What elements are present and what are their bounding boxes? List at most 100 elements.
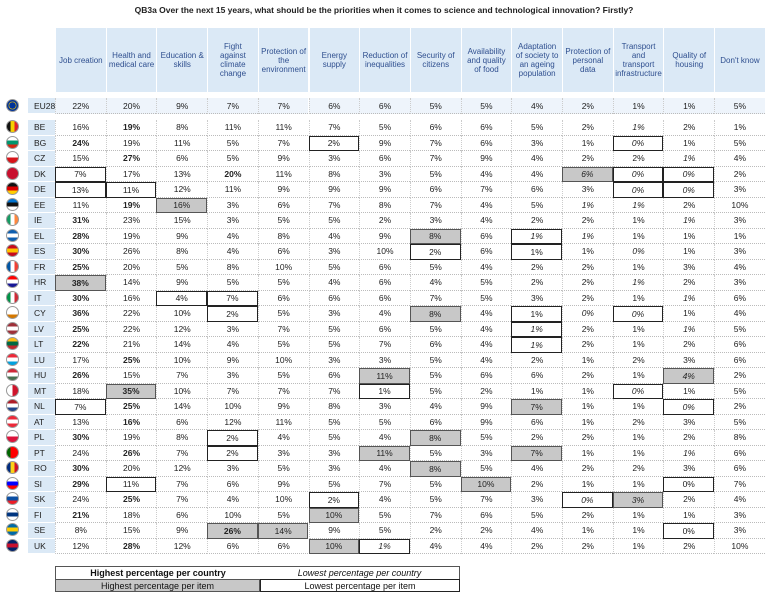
- data-cell: 22%: [105, 306, 157, 322]
- data-cell: 3%: [359, 399, 410, 415]
- data-cell: 20%: [105, 259, 157, 275]
- country-code: LU: [28, 352, 55, 368]
- column-header: Energy supply: [308, 28, 360, 92]
- data-cell: 7%: [207, 98, 258, 114]
- country-code: CY: [28, 306, 55, 322]
- country-code: FI: [28, 507, 55, 523]
- data-cell: 1%: [663, 306, 715, 322]
- data-cell: 2%: [359, 213, 410, 229]
- data-cell: 24%: [55, 135, 106, 151]
- data-cell: 9%: [156, 523, 208, 539]
- data-cell: 2%: [562, 290, 613, 306]
- country-code: BG: [28, 135, 55, 151]
- data-cell: 5%: [156, 259, 208, 275]
- data-cell: 6%: [359, 259, 410, 275]
- data-cell: 1%: [612, 259, 664, 275]
- data-cell: 2%: [207, 445, 258, 461]
- data-cell: 3%: [714, 213, 765, 229]
- data-cell: 2%: [663, 492, 715, 508]
- data-cell: 0%: [612, 383, 664, 399]
- data-cell: 1%: [612, 120, 664, 136]
- data-cell: 4%: [714, 492, 765, 508]
- data-cell: 1%: [663, 228, 715, 244]
- data-cell: 1%: [562, 414, 613, 430]
- data-cell: 5%: [409, 98, 461, 114]
- data-cell: 1%: [562, 244, 613, 260]
- data-cell: 11%: [257, 414, 309, 430]
- data-cell: 7%: [409, 290, 461, 306]
- data-cell: 4%: [460, 321, 512, 337]
- data-cell: 4%: [460, 352, 512, 368]
- data-cell: 1%: [714, 120, 765, 136]
- data-cell: 3%: [562, 182, 613, 198]
- data-cell: 2%: [409, 523, 461, 539]
- data-cell: 7%: [308, 197, 360, 213]
- data-cell: 5%: [409, 383, 461, 399]
- data-cell: 0%: [663, 476, 715, 492]
- data-cell: 26%: [105, 445, 157, 461]
- data-cell: 1%: [511, 244, 562, 260]
- data-cell: 5%: [714, 98, 765, 114]
- data-cell: 5%: [207, 151, 258, 167]
- column-header: Protection of the environment: [257, 28, 309, 92]
- data-cell: 7%: [409, 197, 461, 213]
- data-cell: 6%: [409, 414, 461, 430]
- data-cell: 4%: [308, 275, 360, 291]
- data-cell: 2%: [207, 306, 258, 322]
- column-header: Job creation: [55, 28, 106, 92]
- data-cell: 2%: [663, 197, 715, 213]
- data-cell: 5%: [257, 368, 309, 384]
- data-cell: 1%: [612, 197, 664, 213]
- data-cell: 28%: [55, 228, 106, 244]
- data-cell: 16%: [105, 414, 157, 430]
- data-cell: 7%: [207, 290, 258, 306]
- country-code: MT: [28, 383, 55, 399]
- data-cell: 4%: [511, 523, 562, 539]
- data-cell: 26%: [207, 523, 258, 539]
- data-cell: 24%: [55, 445, 106, 461]
- data-cell: 4%: [359, 306, 410, 322]
- data-cell: 5%: [714, 414, 765, 430]
- data-cell: 2%: [562, 337, 613, 353]
- data-cell: 4%: [308, 228, 360, 244]
- data-cell: 5%: [460, 461, 512, 477]
- data-cell: 5%: [460, 275, 512, 291]
- data-cell: 1%: [562, 445, 613, 461]
- data-cell: 5%: [409, 321, 461, 337]
- data-cell: 7%: [409, 151, 461, 167]
- data-cell: 25%: [55, 321, 106, 337]
- data-cell: 7%: [257, 321, 309, 337]
- data-cell: 2%: [308, 135, 360, 151]
- data-cell: 6%: [460, 244, 512, 260]
- data-cell: 2%: [612, 352, 664, 368]
- flag-icon: [6, 275, 19, 289]
- data-cell: 1%: [663, 507, 715, 523]
- data-cell: 1%: [714, 228, 765, 244]
- data-cell: 25%: [55, 259, 106, 275]
- data-cell: 11%: [257, 120, 309, 136]
- data-cell: 1%: [562, 352, 613, 368]
- data-cell: 19%: [105, 120, 157, 136]
- data-cell: 5%: [308, 476, 360, 492]
- data-cell: 0%: [663, 182, 715, 198]
- data-cell: 1%: [663, 445, 715, 461]
- data-cell: 3%: [207, 321, 258, 337]
- data-cell: 3%: [308, 352, 360, 368]
- data-cell: 8%: [359, 197, 410, 213]
- data-cell: 2%: [511, 213, 562, 229]
- data-cell: 14%: [156, 337, 208, 353]
- data-cell: 6%: [308, 98, 360, 114]
- data-cell: 28%: [105, 538, 157, 554]
- data-cell: 3%: [308, 151, 360, 167]
- data-cell: 22%: [55, 98, 106, 114]
- data-cell: 3%: [511, 492, 562, 508]
- data-cell: 2%: [562, 151, 613, 167]
- data-cell: 9%: [359, 135, 410, 151]
- data-cell: 1%: [663, 383, 715, 399]
- data-cell: 0%: [612, 182, 664, 198]
- data-cell: 6%: [511, 368, 562, 384]
- data-cell: 1%: [612, 399, 664, 415]
- data-cell: 10%: [308, 538, 360, 554]
- data-cell: 3%: [714, 182, 765, 198]
- data-cell: 6%: [409, 182, 461, 198]
